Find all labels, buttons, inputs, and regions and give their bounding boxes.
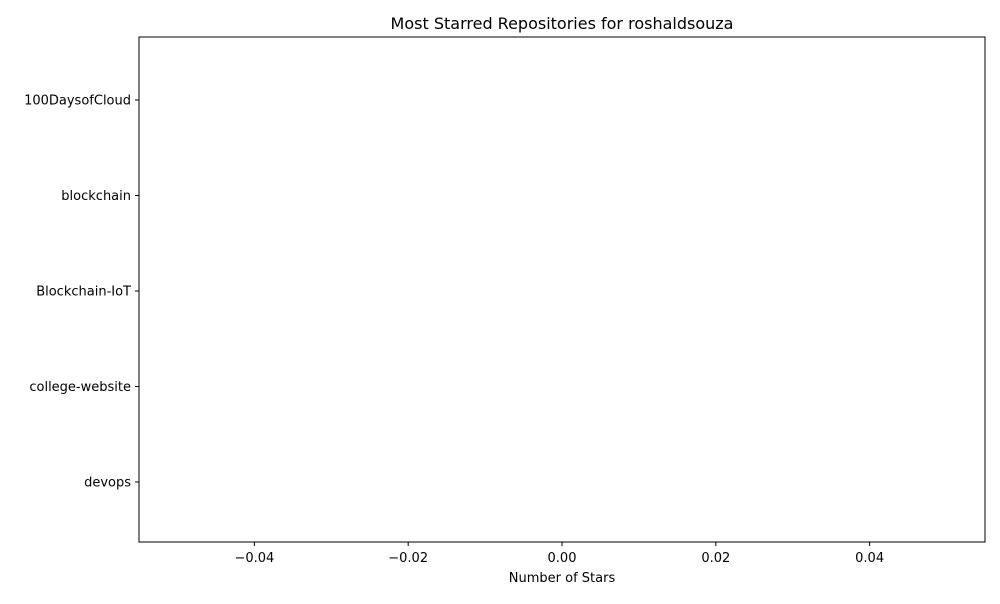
x-tick-label: 0.00 [548, 551, 577, 566]
y-axis: 100DaysofCloud blockchain Blockchain-IoT co… [24, 94, 139, 491]
y-tick-label: Blockchain-IoT [36, 285, 131, 300]
x-tick-label: −0.04 [234, 551, 274, 566]
plot-area-frame [138, 36, 986, 543]
x-tick-label: 0.02 [701, 551, 730, 566]
y-tick-label: college-website [29, 380, 131, 395]
y-tick-label: 100DaysofCloud [24, 94, 131, 109]
x-tick-label: −0.02 [388, 551, 428, 566]
y-tick-label: devops [84, 476, 131, 491]
x-axis: −0.04 −0.02 0.00 0.02 0.04 [234, 542, 884, 566]
x-tick-label: 0.04 [855, 551, 884, 566]
chart-title: Most Starred Repositories for roshaldsou… [391, 14, 734, 33]
x-axis-label: Number of Stars [509, 571, 616, 586]
y-tick-label: blockchain [61, 189, 131, 204]
